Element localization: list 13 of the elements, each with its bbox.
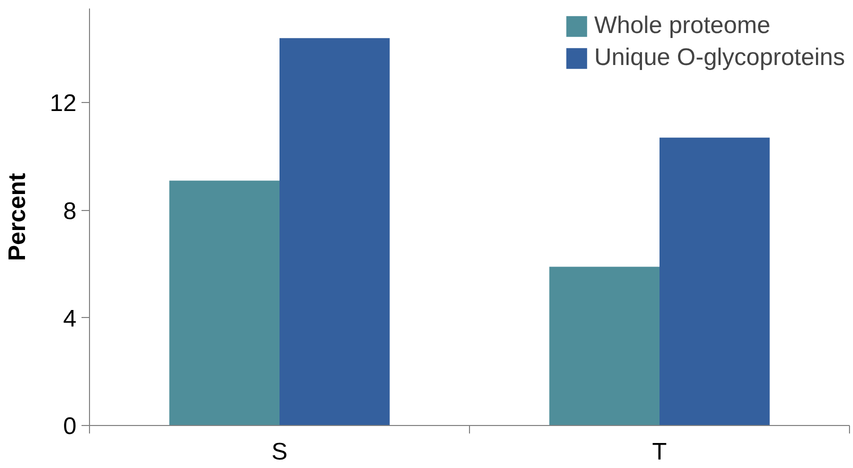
legend-label: Unique O-glycoproteins xyxy=(594,44,845,72)
bar xyxy=(549,266,660,426)
y-axis-title: Percent xyxy=(4,172,31,262)
y-tick-label: 4 xyxy=(63,305,77,332)
y-tick-label: 0 xyxy=(63,413,77,440)
x-tick-label: S xyxy=(271,438,288,466)
bar xyxy=(169,180,280,426)
x-tick-label: T xyxy=(652,438,668,466)
bar xyxy=(280,38,390,426)
y-tick-label: 12 xyxy=(50,90,77,118)
legend-label: Whole proteome xyxy=(594,12,770,40)
y-tick-label: 8 xyxy=(63,198,77,225)
bar xyxy=(660,138,770,426)
